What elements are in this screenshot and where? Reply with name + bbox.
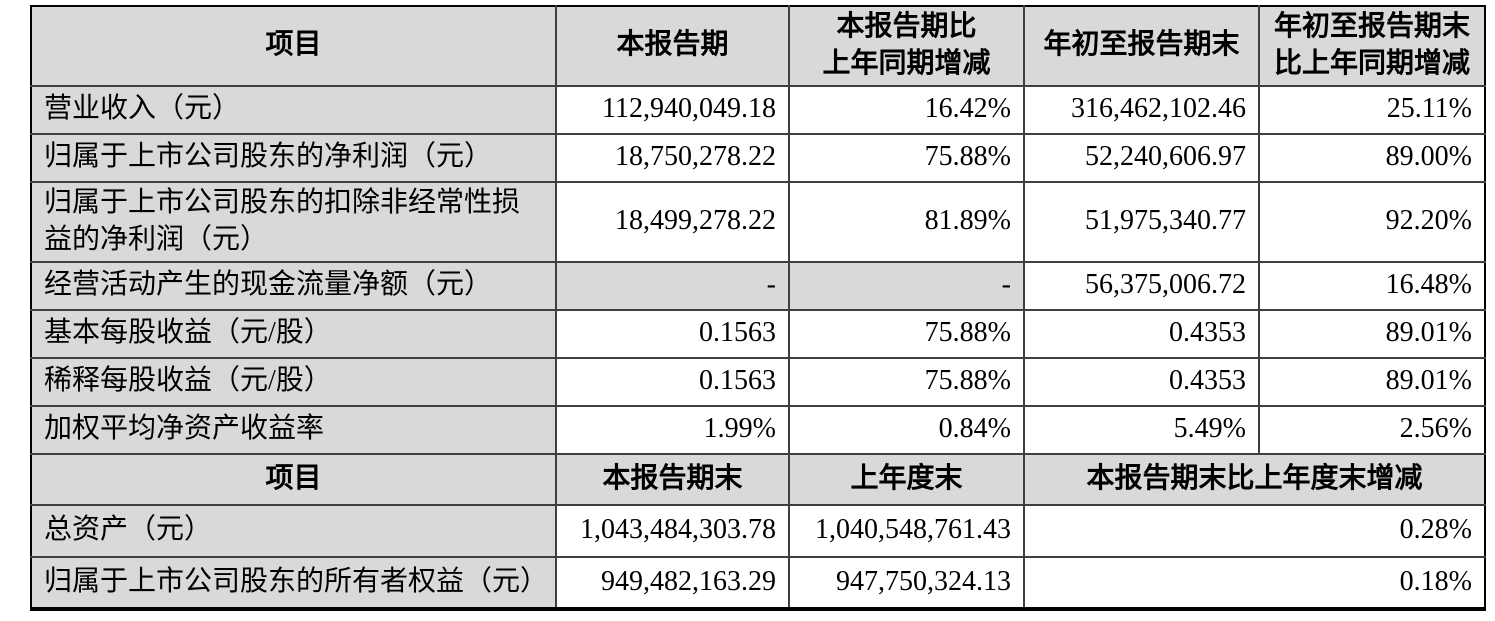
value-ytd-yoy: 89.01%	[1258, 356, 1486, 407]
table-row-total-assets: 总资产（元） 1,043,484,303.78 1,040,548,761.43…	[30, 503, 1486, 558]
header-prev-year-end: 上年度末	[788, 452, 1025, 506]
value-current-period: 112,940,049.18	[555, 84, 790, 135]
value-ytd: 0.4353	[1023, 356, 1260, 407]
value-ytd: 56,375,006.72	[1023, 260, 1260, 311]
table-row-net-profit: 归属于上市公司股东的净利润（元） 18,750,278.22 75.88% 52…	[30, 132, 1486, 183]
value-period-yoy: -	[788, 260, 1025, 311]
value-period-yoy: 75.88%	[788, 308, 1025, 359]
table-row-net-profit-excl-nonrecurring: 归属于上市公司股东的扣除非经常性损益的净利润（元） 18,499,278.22 …	[30, 180, 1486, 263]
financial-summary-table: 项目 本报告期 本报告期比 上年同期增减 年初至报告期末 年初至报告期末 比上年…	[30, 5, 1486, 611]
row-label: 总资产（元）	[30, 503, 557, 558]
header-ytd-yoy-line1: 年初至报告期末	[1273, 11, 1470, 42]
header-period-end: 本报告期末	[555, 452, 790, 506]
value-period-yoy: 81.89%	[788, 180, 1025, 263]
value-period-end: 949,482,163.29	[555, 555, 790, 611]
table-row-operating-revenue: 营业收入（元） 112,940,049.18 16.42% 316,462,10…	[30, 84, 1486, 135]
value-ytd-yoy: 16.48%	[1258, 260, 1486, 311]
value-period-end: 1,043,484,303.78	[555, 503, 790, 558]
row-label: 经营活动产生的现金流量净额（元）	[30, 260, 557, 311]
row-label: 加权平均净资产收益率	[30, 404, 557, 455]
row-label: 营业收入（元）	[30, 84, 557, 135]
header-period-yoy-line2: 上年同期增减	[822, 47, 991, 79]
value-ytd: 316,462,102.46	[1023, 84, 1260, 135]
header-item: 项目	[30, 5, 557, 87]
value-prev-year-end: 947,750,324.13	[788, 555, 1025, 611]
value-ytd: 5.49%	[1023, 404, 1260, 455]
value-change: 0.28%	[1023, 503, 1486, 558]
row-label: 稀释每股收益（元/股）	[30, 356, 557, 407]
value-current-period: 0.1563	[555, 308, 790, 359]
value-current-period: 0.1563	[555, 356, 790, 407]
table-row-weighted-avg-roe: 加权平均净资产收益率 1.99% 0.84% 5.49% 2.56%	[30, 404, 1486, 455]
value-ytd-yoy: 2.56%	[1258, 404, 1486, 455]
value-period-yoy: 0.84%	[788, 404, 1025, 455]
value-ytd-yoy: 89.01%	[1258, 308, 1486, 359]
value-ytd: 51,975,340.77	[1023, 180, 1260, 263]
value-period-yoy: 75.88%	[788, 356, 1025, 407]
header-period-end-change: 本报告期末比上年度末增减	[1023, 452, 1486, 506]
value-current-period: 18,499,278.22	[555, 180, 790, 263]
value-period-yoy: 16.42%	[788, 84, 1025, 135]
value-current-period: -	[555, 260, 790, 311]
value-ytd-yoy: 89.00%	[1258, 132, 1486, 183]
value-change: 0.18%	[1023, 555, 1486, 611]
header-current-period: 本报告期	[555, 5, 790, 87]
table-row-operating-cash-flow: 经营活动产生的现金流量净额（元） - - 56,375,006.72 16.48…	[30, 260, 1486, 311]
header-period-yoy-change: 本报告期比 上年同期增减	[788, 5, 1025, 87]
header-ytd-yoy-change: 年初至报告期末 比上年同期增减	[1258, 5, 1486, 87]
row-label: 归属于上市公司股东的所有者权益（元）	[30, 555, 557, 611]
row-label: 基本每股收益（元/股）	[30, 308, 557, 359]
section2-header-row: 项目 本报告期末 上年度末 本报告期末比上年度末增减	[30, 452, 1486, 506]
value-ytd-yoy: 25.11%	[1258, 84, 1486, 135]
table-row-basic-eps: 基本每股收益（元/股） 0.1563 75.88% 0.4353 89.01%	[30, 308, 1486, 359]
table-row-owners-equity: 归属于上市公司股东的所有者权益（元） 949,482,163.29 947,75…	[30, 555, 1486, 611]
value-prev-year-end: 1,040,548,761.43	[788, 503, 1025, 558]
value-current-period: 18,750,278.22	[555, 132, 790, 183]
section1-header-row: 项目 本报告期 本报告期比 上年同期增减 年初至报告期末 年初至报告期末 比上年…	[30, 5, 1486, 87]
value-current-period: 1.99%	[555, 404, 790, 455]
header-period-yoy-line1: 本报告期比	[836, 11, 977, 42]
row-label: 归属于上市公司股东的净利润（元）	[30, 132, 557, 183]
header-item-2: 项目	[30, 452, 557, 506]
table-row-diluted-eps: 稀释每股收益（元/股） 0.1563 75.88% 0.4353 89.01%	[30, 356, 1486, 407]
value-ytd: 52,240,606.97	[1023, 132, 1260, 183]
header-ytd-yoy-line2: 比上年同期增减	[1273, 47, 1470, 79]
value-period-yoy: 75.88%	[788, 132, 1025, 183]
value-ytd: 0.4353	[1023, 308, 1260, 359]
row-label: 归属于上市公司股东的扣除非经常性损益的净利润（元）	[30, 180, 557, 263]
header-ytd: 年初至报告期末	[1023, 5, 1260, 87]
value-ytd-yoy: 92.20%	[1258, 180, 1486, 263]
